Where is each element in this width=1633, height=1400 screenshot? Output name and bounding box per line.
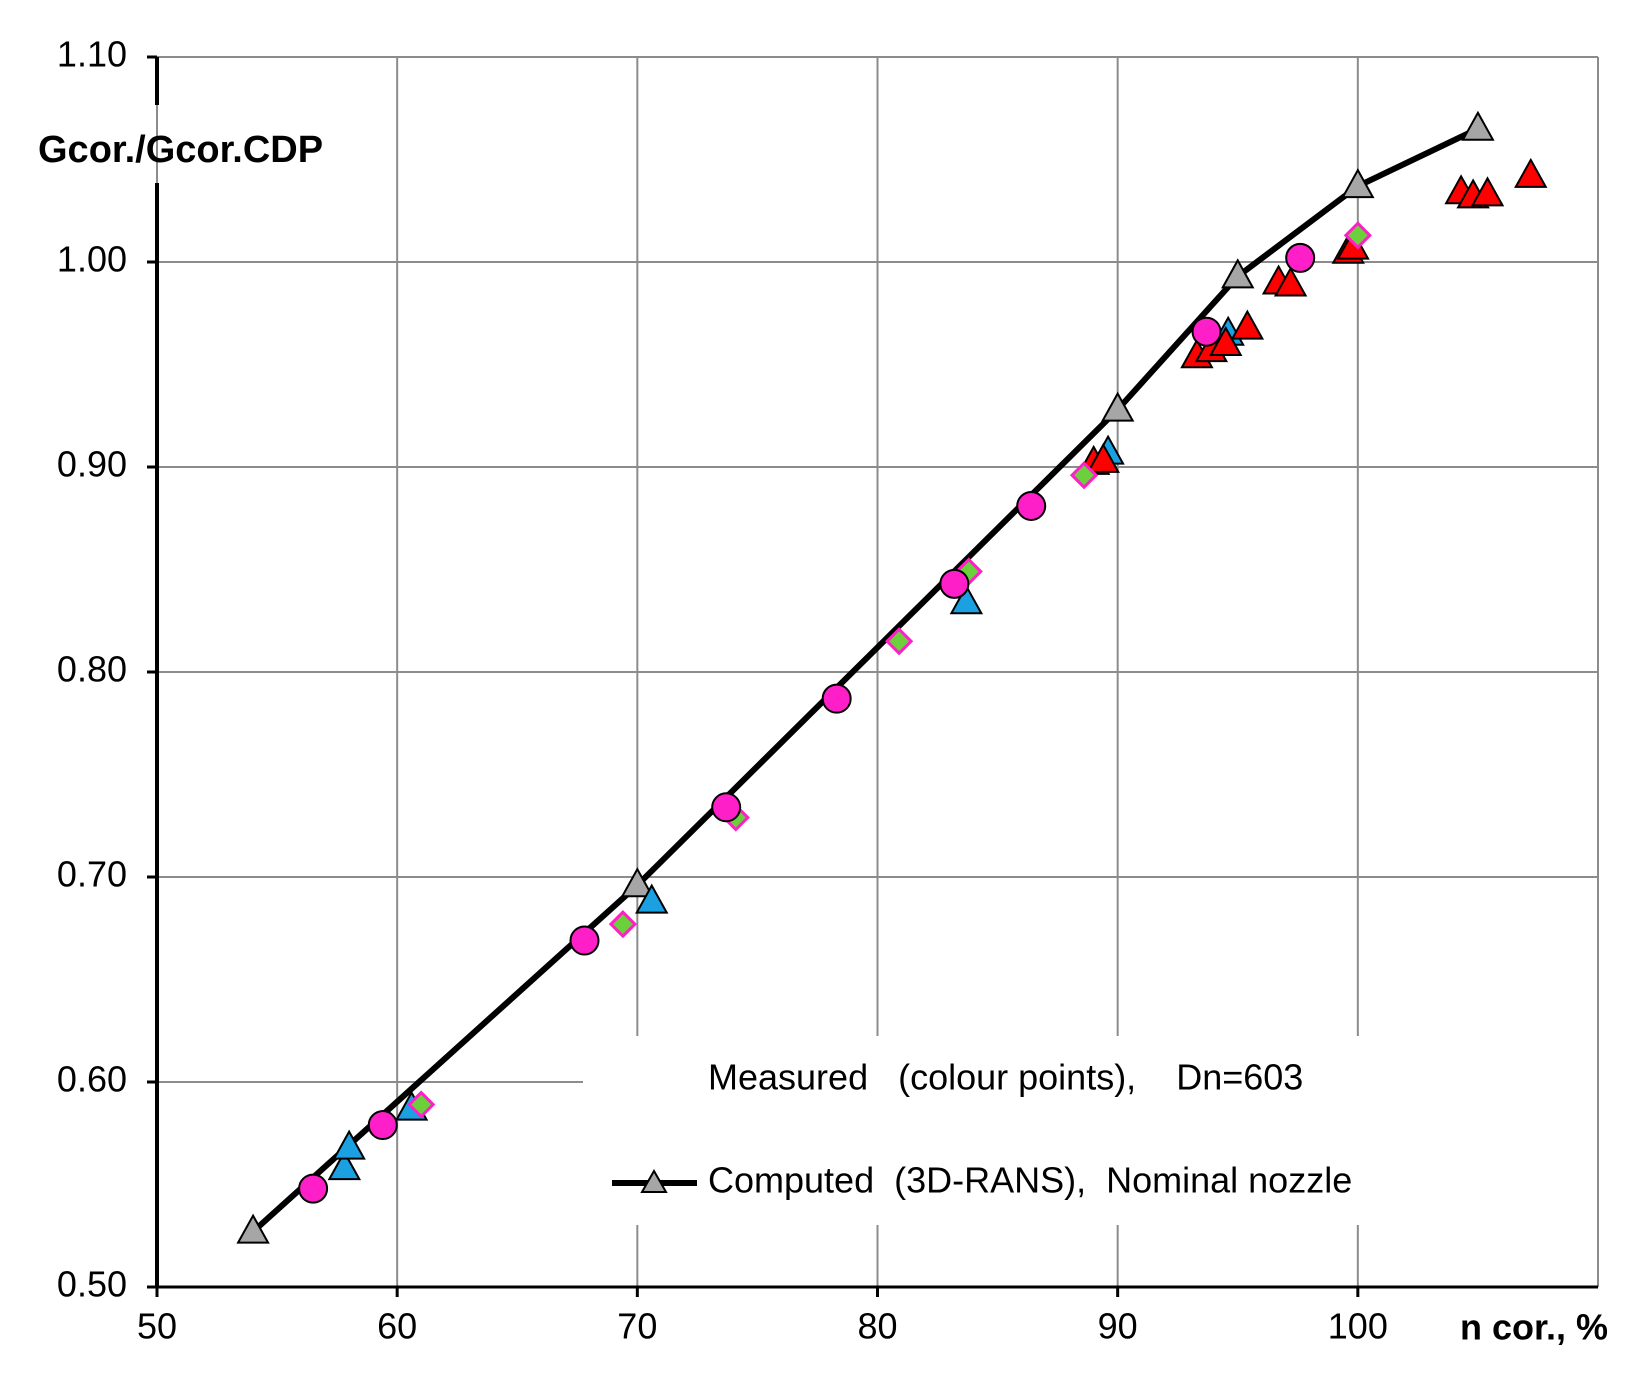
point	[1069, 461, 1099, 490]
point	[1514, 157, 1548, 188]
legend-marker	[640, 1168, 668, 1193]
x-tick-label: 100	[1328, 1306, 1388, 1347]
point	[711, 792, 742, 823]
legend-label: Computed (3D-RANS), Nominal nozzle	[708, 1160, 1352, 1201]
point	[327, 1150, 362, 1181]
y-tick-label: 0.60	[57, 1059, 127, 1100]
y-tick-label: 1.10	[57, 34, 127, 75]
point	[298, 1173, 329, 1204]
point	[1086, 442, 1120, 473]
annotation: Measured (colour points), Dn=603	[708, 1057, 1303, 1098]
y-tick-label: 1.00	[57, 239, 127, 280]
y-axis-label: Gcor./Gcor.CDP	[38, 129, 323, 171]
point	[1341, 168, 1375, 199]
point	[1230, 309, 1265, 340]
point	[1461, 110, 1495, 141]
y-tick-label: 0.90	[57, 444, 127, 485]
point	[635, 883, 669, 914]
point	[1470, 176, 1505, 207]
point	[620, 867, 655, 898]
point	[884, 627, 914, 656]
point	[821, 683, 852, 714]
y-tick-label: 0.80	[57, 649, 127, 690]
point	[949, 584, 984, 615]
x-axis-label: n cor., %	[1460, 1307, 1608, 1348]
point	[1016, 490, 1047, 521]
point	[1285, 242, 1316, 273]
legend-box	[583, 1036, 1597, 1225]
x-tick-label: 60	[377, 1306, 417, 1347]
x-tick-label: 70	[617, 1306, 657, 1347]
y-tick-label: 0.70	[57, 854, 127, 895]
point	[1209, 325, 1243, 356]
point	[569, 925, 600, 956]
point	[939, 568, 970, 599]
x-tick-label: 50	[137, 1306, 177, 1347]
point	[407, 1090, 436, 1119]
point	[236, 1213, 270, 1244]
point	[1273, 266, 1308, 297]
x-tick-label: 80	[857, 1306, 897, 1347]
point	[1100, 391, 1135, 422]
y-tick-label: 0.50	[57, 1264, 127, 1305]
x-tick-label: 90	[1098, 1306, 1138, 1347]
point	[608, 910, 638, 939]
point	[1191, 316, 1222, 347]
point	[1221, 258, 1255, 289]
point	[332, 1129, 366, 1160]
point	[367, 1110, 398, 1141]
point	[1343, 221, 1372, 250]
